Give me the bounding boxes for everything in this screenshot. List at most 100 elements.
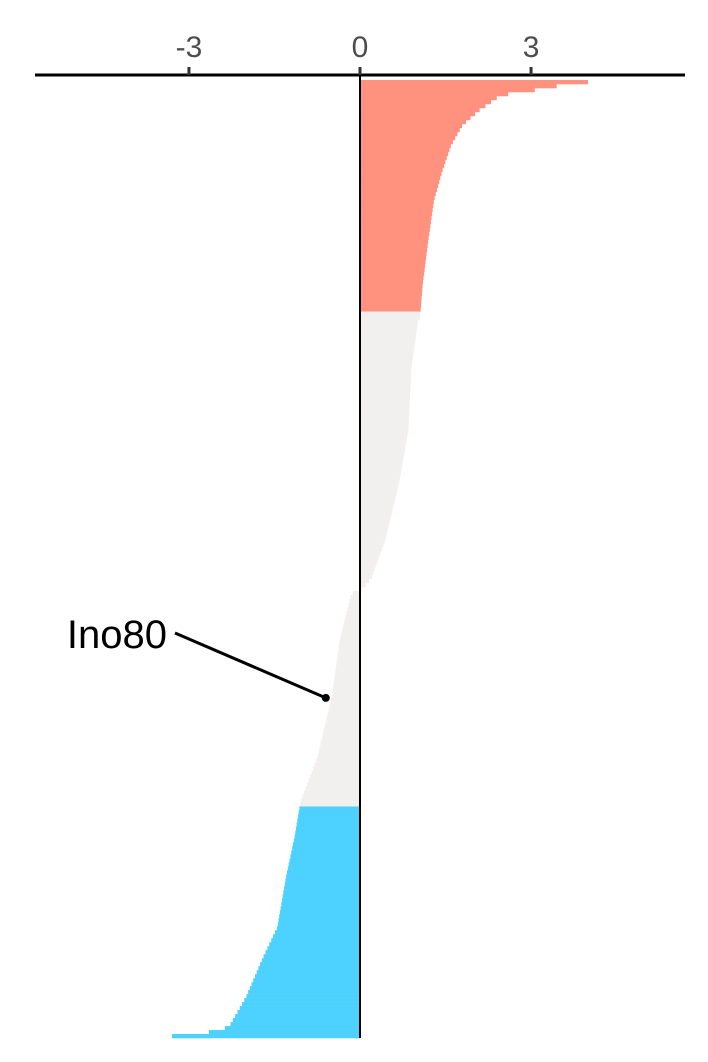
- bar: [230, 1022, 360, 1027]
- bar: [360, 463, 403, 468]
- bar: [298, 810, 360, 815]
- bar: [269, 942, 360, 947]
- bar: [292, 842, 360, 847]
- bar: [360, 519, 390, 524]
- bar: [275, 930, 360, 935]
- bar: [338, 646, 360, 652]
- bar: [360, 151, 449, 157]
- annotation-point: [321, 693, 330, 702]
- bar: [360, 271, 425, 276]
- annotation-label: Ino80: [67, 613, 167, 657]
- bar: [276, 926, 360, 931]
- bar: [325, 722, 360, 727]
- bar: [360, 403, 410, 408]
- bar: [267, 946, 360, 951]
- bar: [360, 503, 394, 508]
- bar: [360, 327, 417, 332]
- bar: [360, 179, 440, 185]
- bar: [360, 247, 428, 252]
- bar: [329, 702, 360, 707]
- bar: [360, 323, 418, 328]
- bar: [360, 343, 415, 348]
- bar: [360, 167, 443, 173]
- bar: [318, 750, 360, 755]
- x-tick-label: 3: [523, 31, 540, 64]
- bar: [360, 423, 409, 428]
- bar: [360, 279, 424, 284]
- bar: [360, 411, 410, 416]
- bar: [302, 794, 360, 799]
- bar: [360, 523, 389, 528]
- bar: [237, 1010, 360, 1015]
- bar: [254, 974, 360, 979]
- bar: [341, 630, 360, 636]
- bar: [360, 163, 445, 169]
- bar: [281, 902, 360, 907]
- bar: [346, 610, 360, 616]
- bar: [287, 866, 360, 871]
- bar: [360, 507, 393, 512]
- bar: [360, 111, 476, 117]
- bar: [360, 287, 423, 292]
- bar: [319, 746, 360, 751]
- bar: [360, 95, 497, 101]
- bar: [360, 155, 447, 161]
- bar: [335, 666, 360, 672]
- bar: [360, 91, 509, 97]
- bar: [277, 922, 360, 927]
- bar: [360, 243, 428, 248]
- bar: [288, 862, 360, 867]
- bars-group: [171, 80, 589, 1039]
- bar: [232, 1018, 360, 1023]
- bar: [316, 758, 360, 763]
- bar: [360, 219, 431, 224]
- bar: [360, 255, 427, 260]
- bar: [360, 483, 399, 488]
- bar: [360, 475, 401, 480]
- bar: [360, 107, 480, 113]
- bar: [271, 938, 360, 943]
- bar: [360, 267, 425, 272]
- bar: [348, 602, 360, 608]
- bar: [345, 614, 360, 620]
- bar: [332, 690, 360, 696]
- bar: [285, 878, 360, 883]
- bar: [350, 594, 360, 600]
- bar: [295, 826, 360, 831]
- bar: [293, 838, 360, 843]
- bar: [360, 259, 426, 264]
- bar: [360, 491, 397, 496]
- bar: [273, 934, 360, 939]
- bar: [360, 495, 396, 500]
- bar: [286, 874, 360, 879]
- bar: [314, 762, 360, 767]
- bar: [360, 211, 433, 217]
- bar: [337, 654, 360, 660]
- bar: [280, 906, 360, 911]
- bar: [289, 858, 360, 863]
- bar: [360, 335, 416, 340]
- bar: [360, 295, 422, 300]
- bar: [360, 511, 392, 516]
- bar: [241, 1002, 360, 1007]
- bar: [360, 435, 408, 440]
- bar: [208, 1030, 360, 1035]
- bar: [333, 678, 360, 684]
- bar: [296, 822, 360, 827]
- x-tick-label: 0: [352, 31, 369, 64]
- bar: [249, 986, 360, 991]
- bar: [360, 527, 388, 532]
- bar: [279, 910, 360, 915]
- bar: [360, 175, 441, 181]
- bar: [310, 774, 360, 779]
- bar: [360, 555, 380, 560]
- bar: [360, 183, 439, 189]
- bar: [326, 718, 360, 723]
- bar: [339, 642, 360, 648]
- bar: [284, 886, 360, 891]
- bar: [360, 135, 456, 141]
- bar: [330, 698, 360, 703]
- bar: [292, 846, 360, 851]
- bar: [291, 850, 360, 855]
- bar: [360, 195, 435, 201]
